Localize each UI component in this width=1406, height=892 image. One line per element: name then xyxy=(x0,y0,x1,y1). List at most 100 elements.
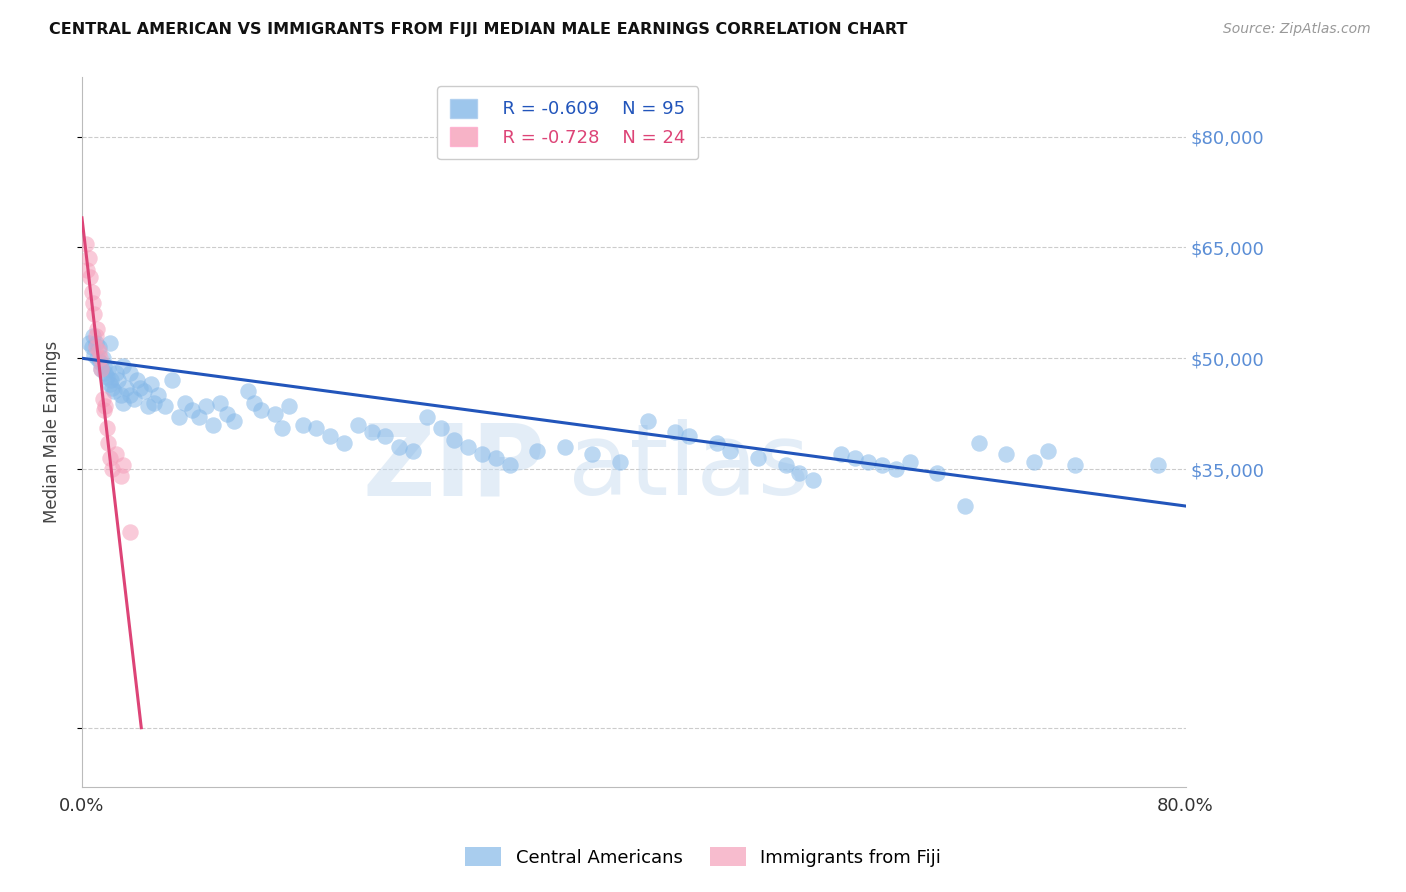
Point xyxy=(124,392,146,406)
Point xyxy=(120,366,142,380)
Point xyxy=(953,499,976,513)
Point xyxy=(91,392,114,406)
Point xyxy=(89,351,111,366)
Point xyxy=(86,351,108,366)
Point xyxy=(120,524,142,539)
Text: ZIP: ZIP xyxy=(363,419,546,516)
Point xyxy=(243,395,266,409)
Point xyxy=(87,340,110,354)
Point xyxy=(80,285,103,299)
Point xyxy=(97,362,120,376)
Point xyxy=(105,366,128,380)
Point xyxy=(678,429,700,443)
Point xyxy=(84,329,107,343)
Point xyxy=(264,407,287,421)
Point xyxy=(443,433,465,447)
Point xyxy=(222,414,245,428)
Point xyxy=(127,373,149,387)
Point xyxy=(215,407,238,421)
Point xyxy=(927,466,949,480)
Point xyxy=(75,236,97,251)
Point xyxy=(167,410,190,425)
Point xyxy=(1036,443,1059,458)
Point xyxy=(202,417,225,432)
Point xyxy=(388,440,411,454)
Point xyxy=(718,443,741,458)
Point xyxy=(98,377,121,392)
Text: CENTRAL AMERICAN VS IMMIGRANTS FROM FIJI MEDIAN MALE EARNINGS CORRELATION CHART: CENTRAL AMERICAN VS IMMIGRANTS FROM FIJI… xyxy=(49,22,908,37)
Point xyxy=(98,336,121,351)
Point xyxy=(360,425,382,439)
Point xyxy=(94,399,117,413)
Point xyxy=(429,421,451,435)
Point xyxy=(789,466,811,480)
Point xyxy=(96,369,118,384)
Point xyxy=(77,252,100,266)
Point xyxy=(93,359,115,373)
Point xyxy=(89,355,111,369)
Point xyxy=(84,340,107,354)
Point xyxy=(174,395,197,409)
Y-axis label: Median Male Earnings: Median Male Earnings xyxy=(44,341,60,524)
Point xyxy=(554,440,576,454)
Point xyxy=(94,366,117,380)
Point xyxy=(93,403,115,417)
Point xyxy=(747,450,769,465)
Point xyxy=(250,403,273,417)
Point xyxy=(105,447,128,461)
Legend:   R = -0.609    N = 95,   R = -0.728    N = 24: R = -0.609 N = 95, R = -0.728 N = 24 xyxy=(437,87,699,160)
Point xyxy=(112,359,135,373)
Point xyxy=(91,351,114,366)
Point xyxy=(100,373,122,387)
Point xyxy=(664,425,686,439)
Point xyxy=(347,417,370,432)
Point xyxy=(526,443,548,458)
Point xyxy=(112,458,135,473)
Text: atlas: atlas xyxy=(568,419,810,516)
Point xyxy=(706,436,728,450)
Point xyxy=(305,421,328,435)
Point xyxy=(110,388,132,402)
Point xyxy=(83,347,105,361)
Point xyxy=(115,381,138,395)
Point xyxy=(898,455,921,469)
Point xyxy=(277,399,299,413)
Point xyxy=(637,414,659,428)
Point xyxy=(128,381,150,395)
Point xyxy=(96,421,118,435)
Point xyxy=(90,362,112,376)
Point xyxy=(77,336,100,351)
Point xyxy=(142,395,165,409)
Point xyxy=(80,340,103,354)
Point xyxy=(236,384,259,399)
Point xyxy=(76,262,98,277)
Point xyxy=(79,269,101,284)
Point xyxy=(485,450,508,465)
Point xyxy=(967,436,990,450)
Point xyxy=(136,399,159,413)
Point xyxy=(87,343,110,358)
Point xyxy=(188,410,211,425)
Legend: Central Americans, Immigrants from Fiji: Central Americans, Immigrants from Fiji xyxy=(458,840,948,874)
Point xyxy=(609,455,631,469)
Point xyxy=(107,373,129,387)
Point xyxy=(160,373,183,387)
Point xyxy=(82,295,104,310)
Point xyxy=(581,447,603,461)
Point xyxy=(181,403,204,417)
Point xyxy=(374,429,396,443)
Point xyxy=(416,410,439,425)
Point xyxy=(101,462,124,476)
Point xyxy=(801,473,824,487)
Text: Source: ZipAtlas.com: Source: ZipAtlas.com xyxy=(1223,22,1371,37)
Point xyxy=(870,458,893,473)
Point xyxy=(319,429,342,443)
Point xyxy=(97,436,120,450)
Point xyxy=(120,388,142,402)
Point xyxy=(830,447,852,461)
Point xyxy=(83,307,105,321)
Point xyxy=(195,399,218,413)
Point xyxy=(457,440,479,454)
Point xyxy=(291,417,314,432)
Point xyxy=(858,455,880,469)
